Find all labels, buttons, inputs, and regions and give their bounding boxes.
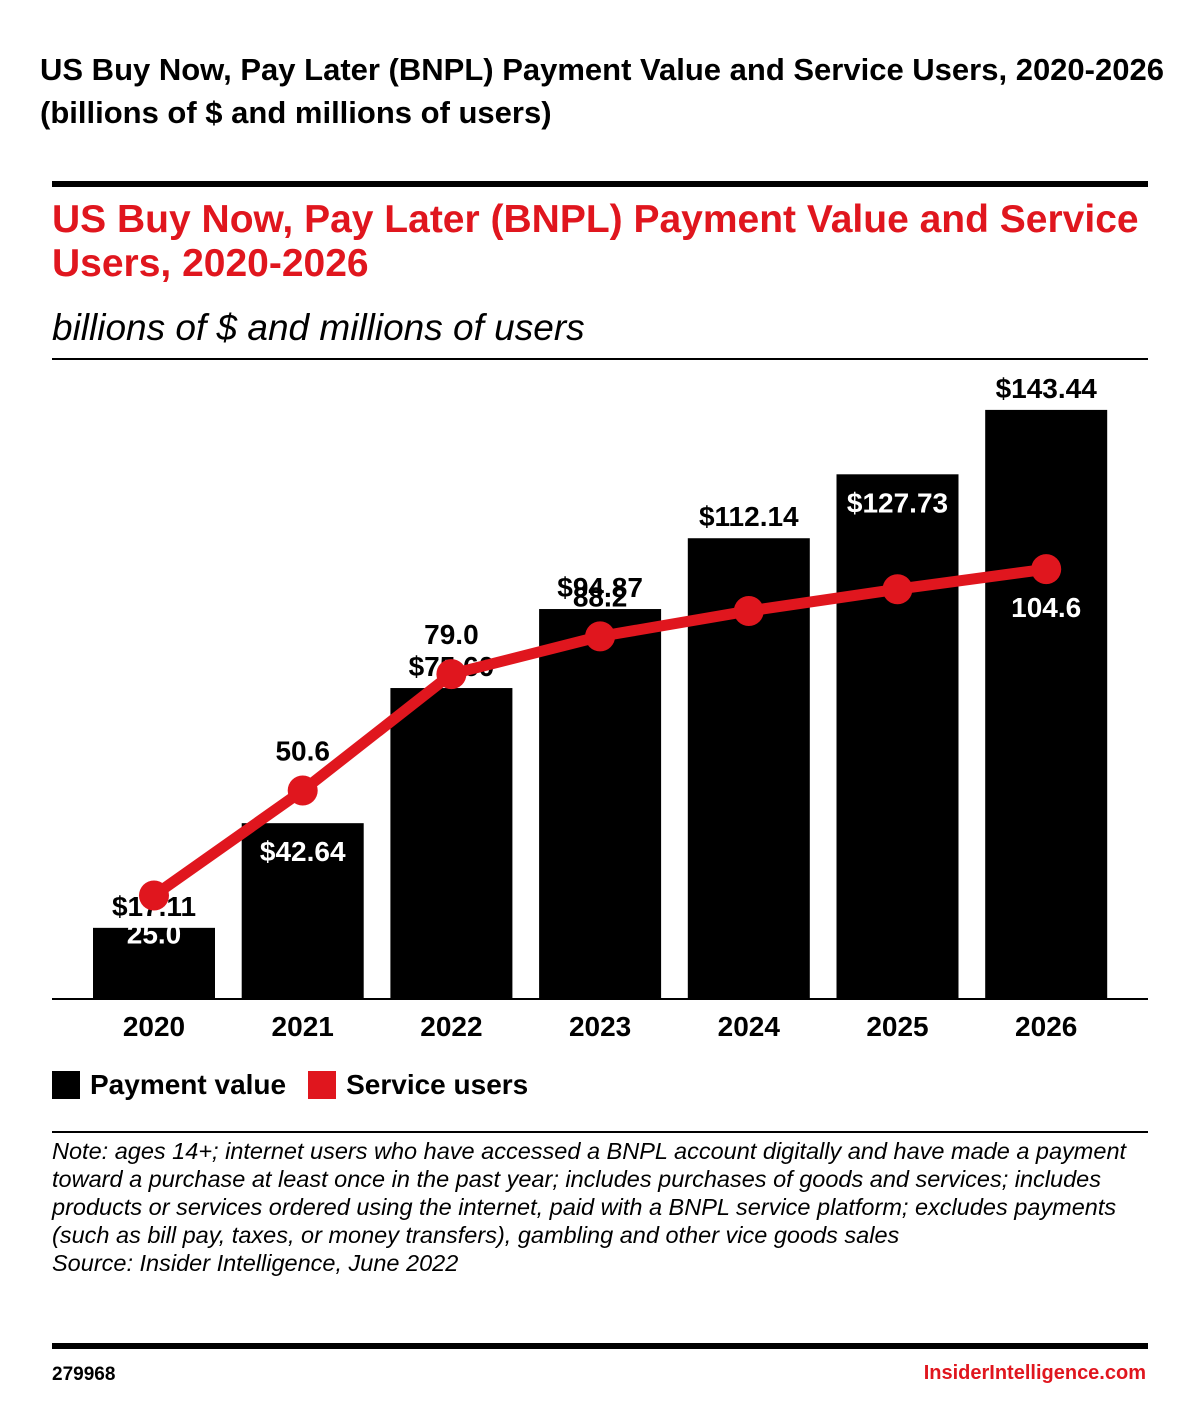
x-tick-label: 2024 (718, 1011, 781, 1042)
legend-item-payment-value: Payment value (52, 1069, 286, 1101)
chart-subtitle: billions of $ and millions of users (52, 307, 585, 348)
legend-swatch-service-users (308, 1071, 337, 1099)
source-text: Source: Insider Intelligence, June 2022 (52, 1250, 459, 1276)
service-users-point (1031, 554, 1062, 585)
service-users-label: 79.0 (424, 619, 479, 650)
title-divider (52, 358, 1148, 360)
legend-label-service-users: Service users (346, 1069, 529, 1100)
payment-value-bar (241, 823, 364, 998)
payment-value-label: $42.64 (260, 836, 346, 867)
payment-value-bar (985, 409, 1108, 998)
chart-id: 279968 (52, 1364, 116, 1385)
payment-value-bar (390, 688, 513, 998)
service-users-point (733, 595, 764, 626)
note-text: Note: ages 14+; internet users who have … (52, 1138, 1127, 1248)
service-users-label: 50.6 (275, 736, 330, 767)
service-users-label: 25.0 (127, 919, 182, 950)
x-tick-label: 2026 (1015, 1011, 1077, 1042)
service-users-point (585, 621, 616, 652)
service-users-label: 94.4 (722, 556, 777, 587)
x-tick-label: 2021 (272, 1011, 334, 1042)
x-tick-label: 2025 (866, 1011, 928, 1042)
service-users-label: 104.6 (1011, 592, 1081, 623)
service-users-label: 99.7 (870, 534, 925, 565)
top-rule (52, 181, 1148, 187)
legend: Payment value Service users (52, 1066, 550, 1104)
payment-value-bar (93, 927, 215, 998)
brand-link[interactable]: InsiderIntelligence.com (923, 1362, 1146, 1384)
legend-swatch-payment-value (52, 1071, 80, 1099)
payment-value-bar (539, 609, 662, 998)
service-users-label: 88.2 (573, 581, 628, 612)
service-users-point (882, 574, 913, 605)
service-users-point (436, 659, 467, 690)
payment-value-label: $112.14 (699, 501, 799, 532)
x-tick-label: 2022 (420, 1011, 482, 1042)
footer-rule (52, 1343, 1148, 1349)
chart-title: US Buy Now, Pay Later (BNPL) Payment Val… (52, 198, 1139, 285)
legend-item-service-users: Service users (308, 1069, 528, 1101)
payment-value-label: $143.44 (996, 373, 1098, 404)
legend-label-payment-value: Payment value (90, 1069, 287, 1100)
notes: Note: ages 14+; internet users who have … (52, 1137, 1152, 1277)
service-users-point (139, 880, 169, 911)
payment-value-label: $127.73 (847, 487, 948, 518)
page-heading: US Buy Now, Pay Later (BNPL) Payment Val… (40, 52, 1164, 130)
x-tick-label: 2020 (123, 1011, 185, 1042)
payment-value-label: $94.87 (557, 572, 643, 603)
payment-value-bar (836, 474, 959, 998)
bnpl-chart: 2020202120222023202420252026$17.11$42.64… (52, 373, 1148, 1042)
service-users-point (287, 775, 318, 806)
notes-divider (52, 1131, 1148, 1133)
x-tick-label: 2023 (569, 1011, 631, 1042)
